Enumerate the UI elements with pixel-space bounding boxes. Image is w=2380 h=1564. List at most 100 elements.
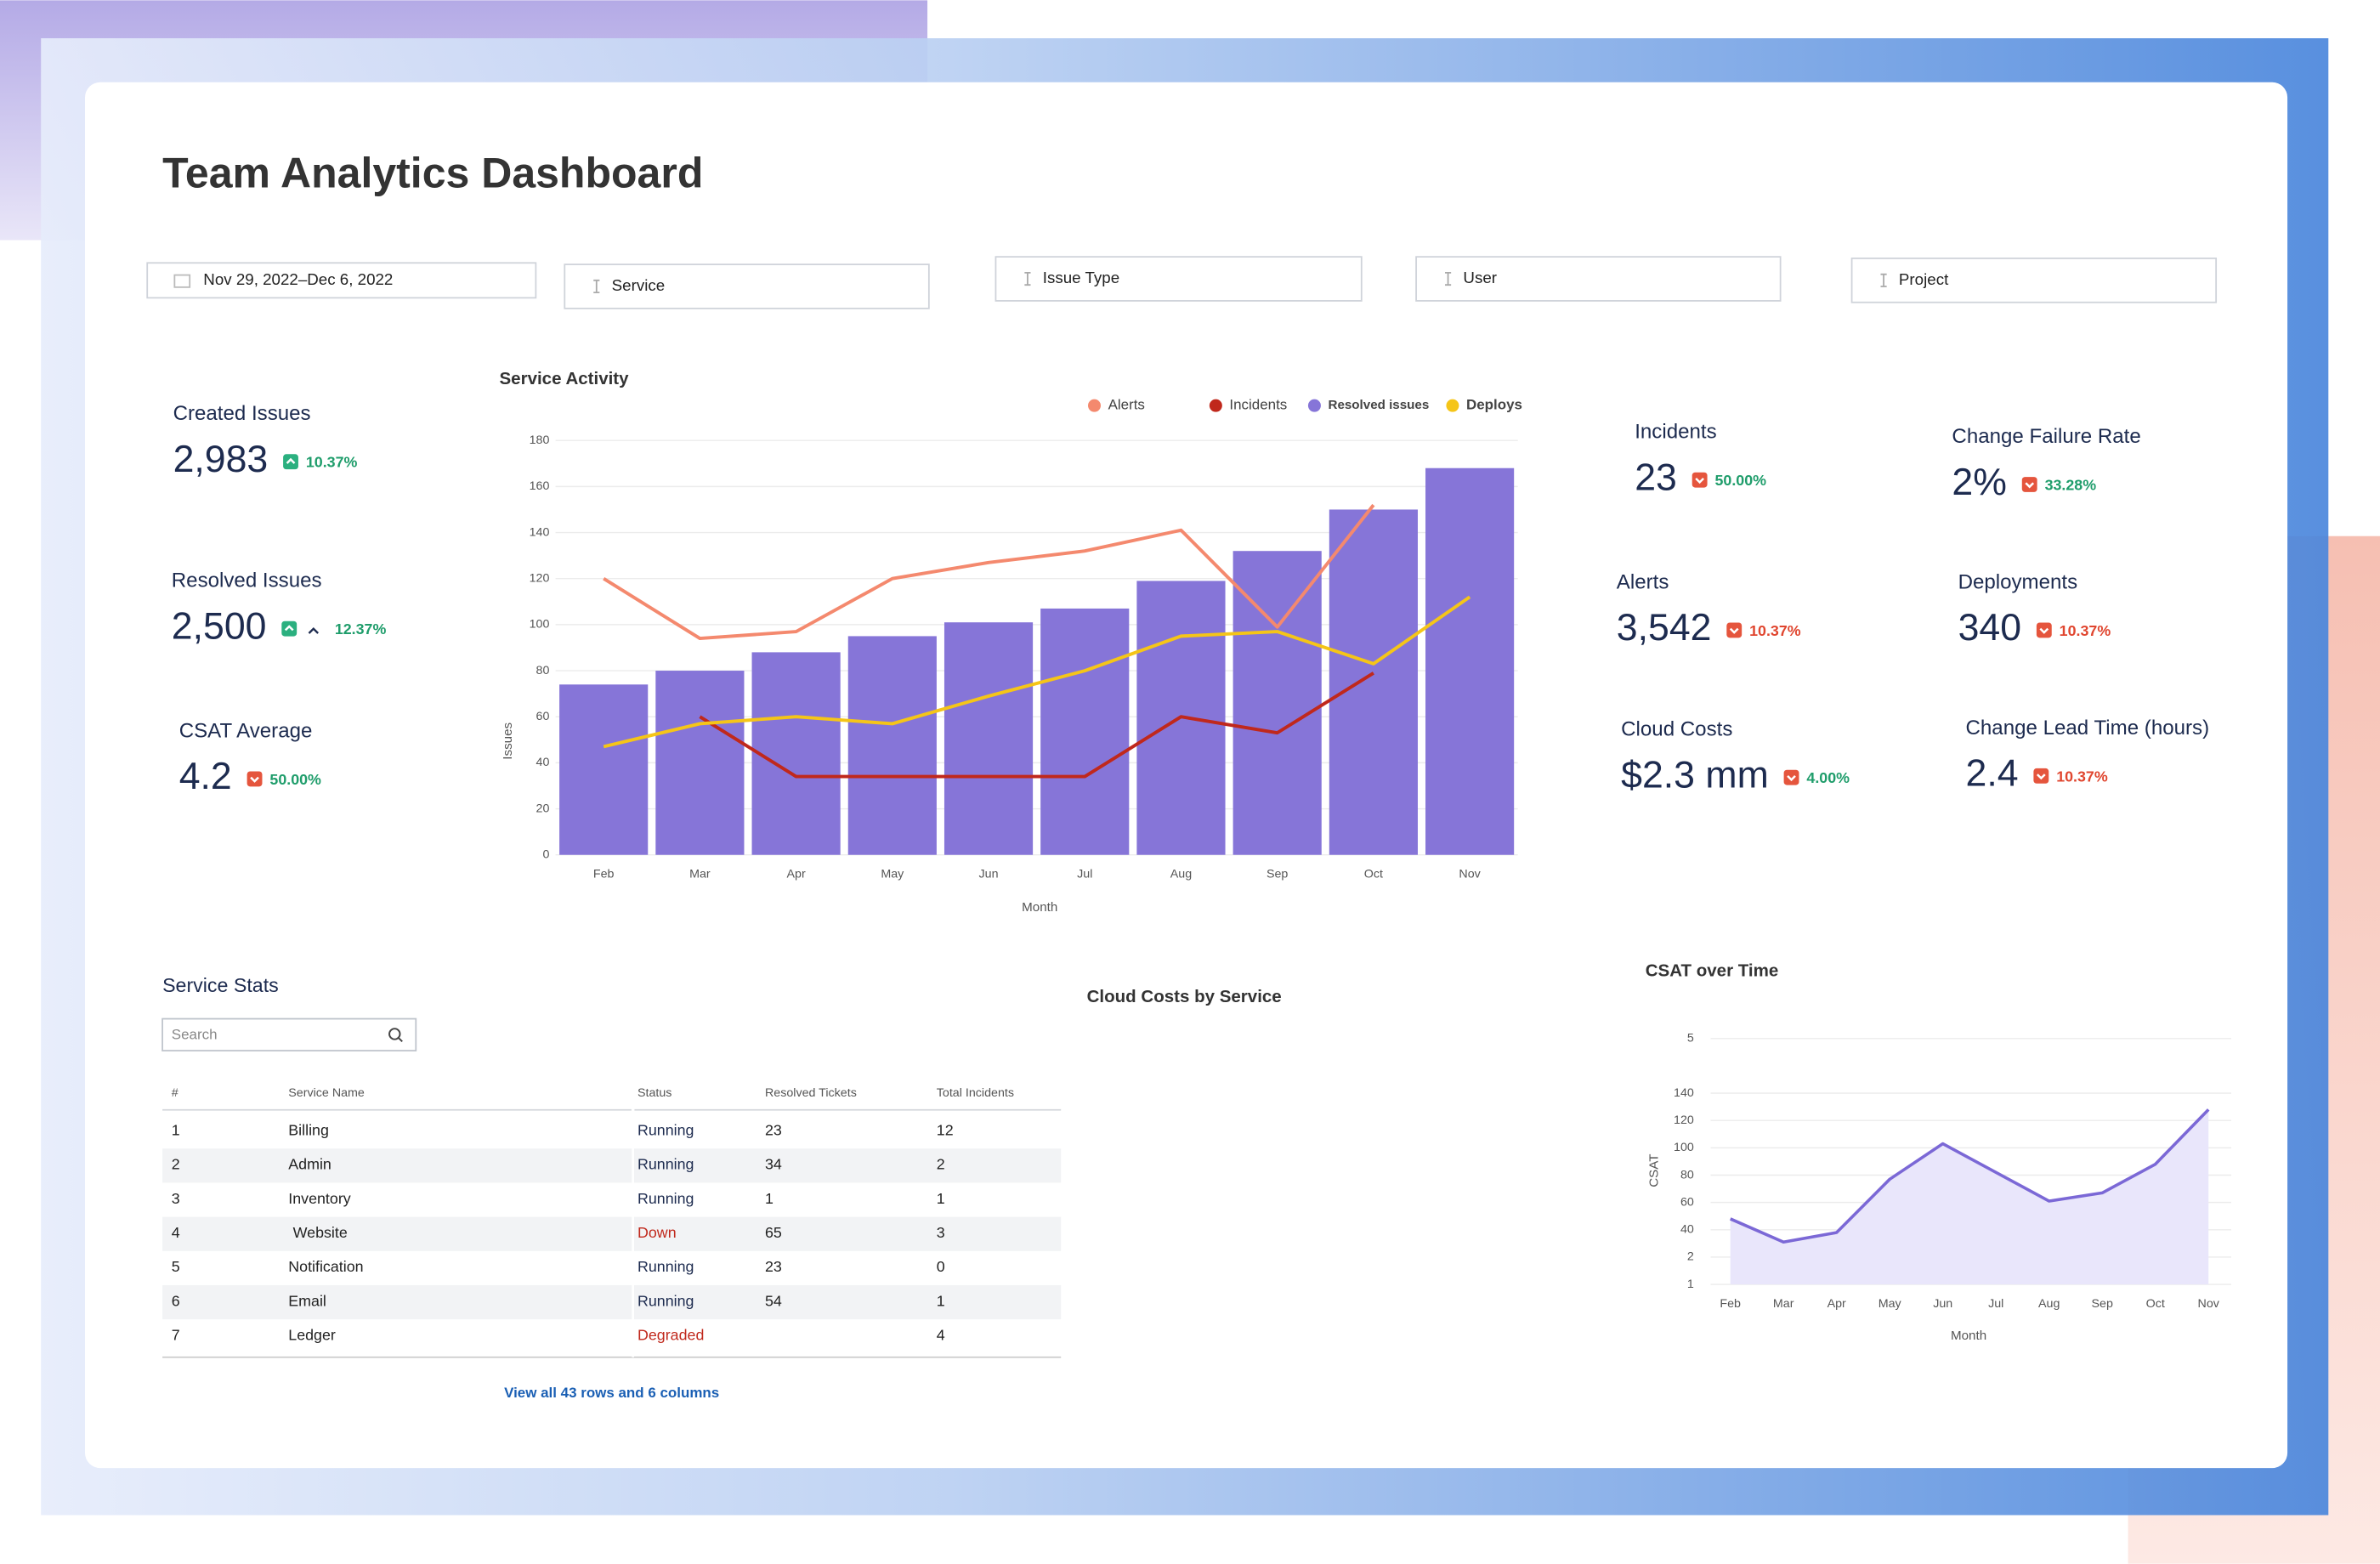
table-cell: 4 [937, 1327, 945, 1344]
kpi-change-icon [246, 771, 263, 787]
x-tick-label: May [1878, 1297, 1902, 1311]
column-header: Service Name [288, 1086, 365, 1100]
bar [1232, 551, 1322, 855]
legend-label: Deploys [1466, 397, 1522, 413]
kpi-change-icon [2021, 477, 2037, 492]
y-tick-label: 120 [530, 571, 550, 585]
filter-control[interactable]: Issue Type [994, 256, 1363, 302]
kpi-value: 23 [1635, 456, 1677, 498]
column-header: Resolved Tickets [765, 1086, 857, 1100]
table-cell: 23 [765, 1121, 782, 1138]
x-tick-label: Apr [787, 868, 806, 881]
kpi-value: 2,500 [172, 605, 267, 647]
kpi-label: Alerts [1617, 570, 1669, 593]
calendar-icon [173, 274, 191, 288]
kpi-change: 10.37% [2060, 622, 2111, 639]
x-tick-label: Nov [1459, 868, 1481, 881]
table-cell: 65 [765, 1224, 782, 1241]
filter-box [994, 256, 1363, 302]
filter-box [1415, 256, 1782, 302]
kpi-change: 10.37% [2056, 768, 2108, 785]
x-tick-label: Mar [1773, 1297, 1794, 1311]
filter-control[interactable]: Project [1850, 258, 2218, 303]
text-icon [593, 279, 600, 294]
kpi-value: 2,983 [173, 439, 269, 480]
table-cell: 1 [765, 1190, 774, 1207]
y-tick-label: 120 [1674, 1114, 1694, 1127]
row-stripe [162, 1216, 1062, 1251]
x-tick-label: Nov [2198, 1297, 2220, 1311]
kpi-chevron [286, 457, 296, 464]
table-cell: 34 [765, 1156, 782, 1173]
kpi-label: Created Issues [173, 402, 311, 425]
chart-title: Service Activity [500, 369, 630, 388]
y-tick-label: 60 [536, 710, 550, 723]
service-stats-table: Search # Service Name Status Resolved Ticket… [162, 1017, 1062, 1401]
chart-title: CSAT over Time [1646, 961, 1779, 981]
filter-box [146, 262, 537, 299]
bar [1425, 468, 1515, 855]
y-tick-label: 1 [1687, 1278, 1694, 1291]
table-cell: 3 [172, 1190, 180, 1207]
filter-control[interactable]: Nov 29, 2022–Dec 6, 2022 [146, 262, 537, 299]
kpi-label: Cloud Costs [1621, 718, 1732, 741]
table-cell: 12 [937, 1121, 954, 1138]
search-placeholder: Search [172, 1027, 218, 1043]
x-tick-label: Apr [1828, 1297, 1846, 1311]
kpi-label: Change Lead Time (hours) [1966, 717, 2210, 740]
view-all-link[interactable]: View all 43 rows and 6 columns [504, 1385, 719, 1401]
filter-label: User [1463, 269, 1497, 286]
table-cell: 7 [172, 1327, 180, 1344]
legend-marker [1209, 399, 1222, 412]
filter-control[interactable]: User [1415, 256, 1782, 302]
content: Team Analytics Dashboard Nov 29, 2022–Dec… [146, 150, 2231, 1401]
x-tick-label: Oct [2146, 1297, 2165, 1311]
table-cell: 5 [172, 1258, 180, 1275]
kpi-change-icon [1783, 769, 1799, 785]
kpi-change: 50.00% [269, 771, 321, 788]
kpi-chevron [250, 776, 259, 783]
x-tick-label: Jul [1988, 1297, 2003, 1311]
filter-label: Issue Type [1043, 269, 1119, 286]
kpi-chevron [1695, 477, 1704, 484]
kpi-value: 2.4 [1966, 753, 2019, 795]
kpi-label: Incidents [1635, 421, 1716, 444]
y-tick-label: 40 [536, 756, 550, 769]
kpi-value: $2.3 mm [1621, 754, 1769, 796]
x-tick-label: Aug [2038, 1297, 2060, 1311]
search-icon [388, 1028, 401, 1040]
kpi-label: Deployments [1958, 570, 2078, 593]
area [1730, 1109, 2209, 1285]
table-cell: 1 [937, 1292, 945, 1309]
x-axis-title: Month [1951, 1329, 1986, 1343]
table-cell: 6 [172, 1292, 180, 1309]
filter-label: Service [612, 276, 666, 294]
table-cell: 23 [765, 1258, 782, 1275]
x-tick-label: Oct [1364, 868, 1383, 881]
filter-control[interactable]: Service [564, 264, 930, 309]
table-cell: 4 [172, 1224, 180, 1241]
kpi-change: 12.37% [335, 620, 387, 638]
bar [751, 652, 841, 855]
y-tick-label: 100 [530, 618, 550, 632]
text-icon [1024, 272, 1031, 286]
text-icon [1445, 272, 1452, 286]
table-cell: Running [638, 1156, 694, 1173]
legend-marker [1307, 399, 1321, 412]
y-axis-title: CSAT [1646, 1153, 1661, 1187]
x-tick-label: Sep [2092, 1297, 2113, 1311]
search-box[interactable]: Search [162, 1017, 417, 1051]
y-tick-label: 80 [1680, 1168, 1694, 1182]
kpi-value: 340 [1958, 607, 2021, 649]
x-tick-label: Mar [689, 868, 711, 881]
kpi-change: 10.37% [1749, 622, 1801, 639]
y-axis-title: Issues [501, 722, 515, 759]
bar [1329, 509, 1418, 855]
legend-label: Resolved issues [1329, 398, 1430, 412]
y-tick-label: 180 [530, 434, 550, 447]
kpi-change: 10.37% [306, 454, 358, 471]
x-tick-label: Sep [1266, 868, 1288, 881]
bar [847, 636, 937, 855]
column-header: Status [638, 1086, 672, 1100]
